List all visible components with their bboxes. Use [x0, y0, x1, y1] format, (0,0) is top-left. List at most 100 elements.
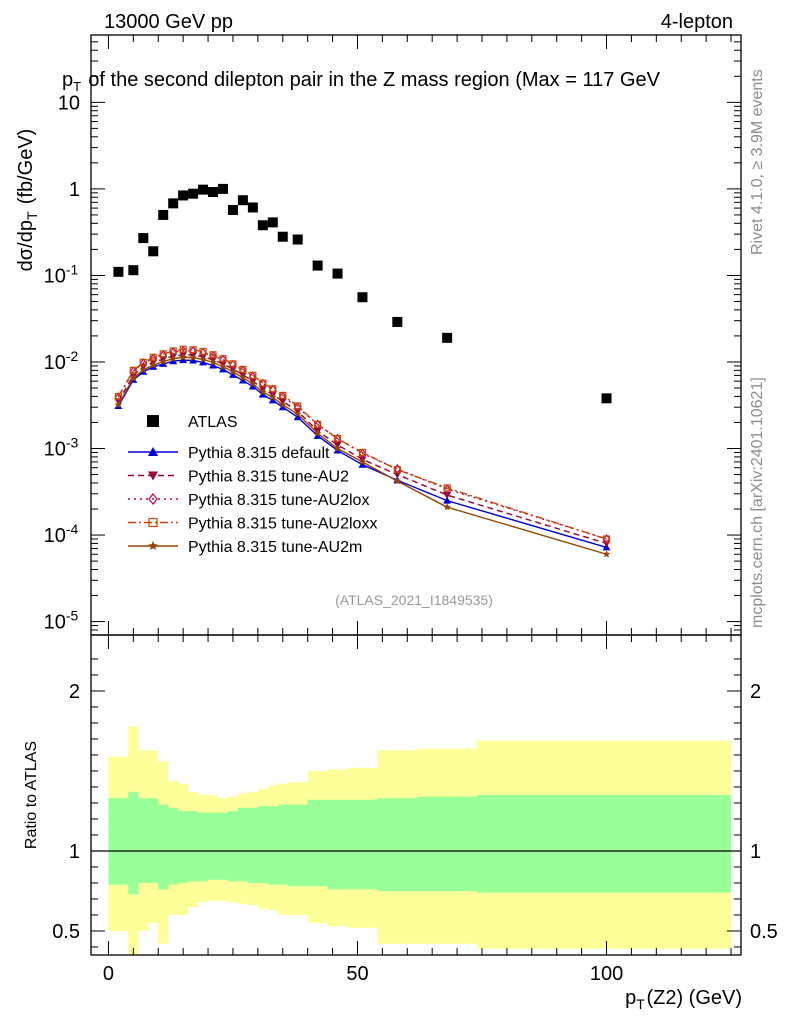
- series-point-pythia-8-315-default: [218, 365, 227, 373]
- series-point-pythia-8-315-tune-au2m: [602, 550, 611, 558]
- series-point-pythia-8-315-tune-au2lox: [279, 391, 287, 402]
- series-point-pythia-8-315-tune-au2loxx: [219, 355, 227, 363]
- x-tick-label: 0: [103, 963, 114, 985]
- y-tick-label: 10-3: [44, 435, 80, 461]
- series-point-pythia-8-315-tune-au2loxx: [189, 346, 197, 354]
- data-point-atlas: [357, 292, 368, 303]
- y-tick-label: 10-2: [44, 348, 80, 374]
- ratio-frame: [90, 634, 742, 956]
- series-point-pythia-8-315-tune-au2loxx: [393, 466, 401, 474]
- legend-label-pythia-8-315-tune-au2lox: Pythia 8.315 tune-AU2lox: [188, 492, 369, 509]
- series-point-pythia-8-315-tune-au2loxx: [129, 366, 137, 374]
- process-label: 4-lepton: [661, 11, 733, 33]
- series-point-pythia-8-315-tune-au2loxx: [314, 420, 322, 428]
- series-point-pythia-8-315-tune-au2m: [259, 387, 267, 396]
- legend-marker-pythia-8-315-tune-au2: [148, 471, 158, 481]
- analysis-label: (ATLAS_2021_I1849535): [335, 592, 493, 608]
- series-point-pythia-8-315-tune-au2loxx: [149, 353, 157, 361]
- series-point-pythia-8-315-tune-au2m: [114, 400, 123, 409]
- energy-label: 13000 GeV pp: [104, 11, 233, 33]
- series-point-pythia-8-315-tune-au2m: [169, 354, 177, 362]
- series-point-pythia-8-315-tune-au2m: [358, 457, 367, 466]
- data-point-atlas: [292, 234, 303, 245]
- data-point-atlas: [138, 233, 149, 244]
- series-point-pythia-8-315-tune-au2m: [209, 358, 217, 366]
- ratio-y-tick-label: 0.5: [52, 921, 80, 943]
- series-point-pythia-8-315-tune-au2loxx: [209, 351, 217, 359]
- ratio-stat-uncertainty-band: [108, 791, 732, 895]
- series-point-pythia-8-315-default: [228, 370, 237, 378]
- legend-marker-pythia-8-315-tune-au2lox: [148, 493, 158, 505]
- data-point-atlas: [168, 198, 179, 209]
- series-point-pythia-8-315-tune-au2m: [189, 353, 197, 361]
- series-point-pythia-8-315-default: [209, 361, 218, 369]
- series-point-pythia-8-315-tune-au2m: [249, 379, 257, 387]
- legend-marker-atlas: [147, 415, 159, 427]
- series-point-pythia-8-315-tune-au2loxx: [239, 365, 247, 374]
- legend: ATLAS Pythia 8.315 default Pythia 8.315 tu…: [128, 414, 377, 556]
- series-point-pythia-8-315-tune-au2: [393, 471, 402, 479]
- x-tick-label: 100: [590, 963, 623, 985]
- rivet-label: Rivet 4.1.0, ≥ 3.9M events: [749, 69, 766, 255]
- series-point-pythia-8-315-default: [358, 460, 367, 468]
- data-point-atlas: [198, 184, 209, 195]
- series-point-pythia-8-315-tune-au2m: [333, 444, 342, 452]
- legend-label-pythia-8-315-default: Pythia 8.315 default: [188, 445, 330, 462]
- legend-marker-pythia-8-315-default: [148, 447, 158, 456]
- legend-label-pythia-8-315-tune-au2m: Pythia 8.315 tune-AU2m: [188, 539, 362, 556]
- data-point-atlas: [257, 220, 268, 231]
- ratio-y-tick-label: 2: [69, 681, 80, 703]
- y-tick-label: 10-4: [44, 521, 80, 547]
- series-point-pythia-8-315-default: [443, 496, 452, 504]
- series-point-pythia-8-315-tune-au2loxx: [249, 371, 257, 379]
- data-point-atlas: [237, 195, 248, 206]
- ratio-y-tick-label: 1: [750, 841, 761, 863]
- series-point-pythia-8-315-tune-au2m: [443, 503, 451, 511]
- ratio-y-tick-label: 0.5: [750, 921, 778, 943]
- series-point-pythia-8-315-default: [189, 356, 198, 364]
- series-point-pythia-8-315-tune-au2m: [229, 367, 237, 376]
- data-point-atlas: [148, 246, 159, 257]
- series-point-pythia-8-315-tune-au2loxx: [269, 385, 277, 393]
- series-point-pythia-8-315-tune-au2: [443, 492, 452, 500]
- x-axis-label: pT (Z2) (GeV): [625, 987, 742, 1012]
- series-point-pythia-8-315-tune-au2m: [278, 400, 287, 409]
- data-point-atlas: [267, 217, 278, 228]
- data-point-atlas: [128, 265, 139, 276]
- series-point-pythia-8-315-tune-au2m: [179, 353, 187, 361]
- series-point-pythia-8-315-default: [313, 431, 322, 439]
- series-point-pythia-8-315-default: [159, 359, 168, 367]
- series-point-pythia-8-315-tune-au2m: [139, 365, 148, 374]
- series-point-pythia-8-315-tune-au2m: [313, 429, 322, 437]
- series-point-pythia-8-315-default: [169, 357, 178, 365]
- series-point-pythia-8-315-tune-au2m: [199, 355, 207, 363]
- legend-label-pythia-8-315-tune-au2loxx: Pythia 8.315 tune-AU2loxx: [188, 516, 377, 533]
- data-point-atlas: [601, 393, 612, 404]
- series-point-pythia-8-315-tune-au2loxx: [259, 379, 267, 387]
- series-point-pythia-8-315-tune-au2loxx: [279, 391, 287, 400]
- series-point-pythia-8-315-tune-au2m: [393, 477, 402, 485]
- ratio-y-axis-label: Ratio to ATLAS: [23, 741, 40, 849]
- series-point-pythia-8-315-tune-au2loxx: [169, 347, 177, 355]
- series-point-pythia-8-315-tune-au2loxx: [179, 345, 187, 353]
- series-point-pythia-8-315-tune-au2m: [268, 393, 277, 401]
- series-point-pythia-8-315-default: [278, 403, 287, 411]
- series-point-pythia-8-315-tune-au2loxx: [139, 358, 147, 366]
- data-point-atlas: [277, 231, 288, 242]
- plot-title: pT of the second dilepton pair in the Z …: [62, 69, 661, 94]
- ratio-plot: 0 50 100 0.5 0.5 1 1 2 2: [52, 634, 778, 985]
- series-point-pythia-8-315-default: [179, 356, 188, 364]
- series-point-pythia-8-315-tune-au2loxx: [443, 484, 451, 492]
- legend-marker-pythia-8-315-tune-au2m: [148, 541, 158, 551]
- main-plot: 10-5 10-4 10-3 10-2 10-1 1 10: [44, 34, 742, 636]
- main-y-axis-label: dσ/dpT (fb/GeV): [15, 129, 40, 272]
- series-point-pythia-8-315-tune-au2m: [149, 361, 158, 369]
- ratio-y-tick-label: 2: [750, 681, 761, 703]
- x-tick-label: 50: [346, 963, 368, 985]
- data-point-atlas: [227, 205, 238, 216]
- mcplots-label: mcplots.cern.ch [arXiv:2401.10621]: [749, 377, 766, 628]
- data-point-atlas: [312, 260, 323, 271]
- series-point-pythia-8-315-tune-au2loxx: [199, 347, 207, 356]
- data-point-atlas: [158, 209, 169, 220]
- series-point-pythia-8-315-tune-au2loxx: [159, 350, 167, 358]
